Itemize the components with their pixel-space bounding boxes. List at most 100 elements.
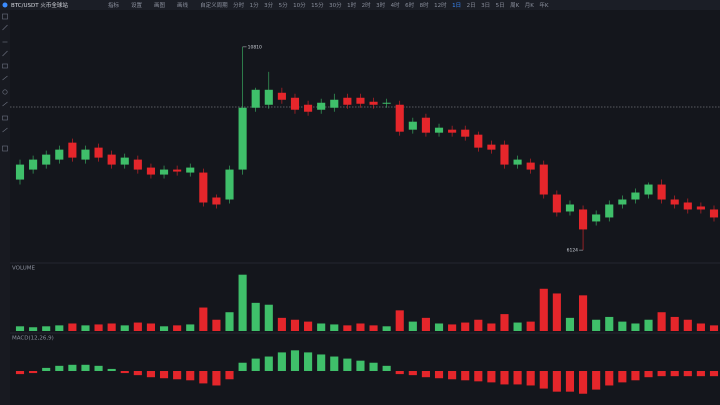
volume-bar: [709, 325, 719, 331]
candle-body: [264, 89, 273, 105]
macd-bar: [382, 365, 391, 371]
period-button[interactable]: 10分: [293, 1, 306, 9]
period-button[interactable]: 月K: [525, 2, 535, 9]
toolbar-button[interactable]: 画图: [154, 1, 166, 9]
period-button[interactable]: 1分: [250, 1, 259, 9]
toolbar-bg: [0, 0, 720, 10]
period-button[interactable]: 3分: [264, 1, 273, 9]
macd-bar: [487, 371, 496, 383]
candle-body: [513, 159, 522, 165]
volume-bar: [578, 295, 588, 331]
icon[interactable]: [2, 13, 8, 20]
high-label: 10810: [248, 44, 262, 50]
macd-bar: [657, 371, 666, 377]
macd-bar: [408, 371, 417, 376]
period-button[interactable]: 8时: [420, 1, 429, 9]
volume-bar: [434, 323, 444, 331]
volume-bar: [68, 323, 77, 331]
toolbar-button[interactable]: 设置: [131, 1, 143, 9]
volume-bar: [605, 316, 614, 331]
macd-bar: [304, 352, 313, 371]
icon[interactable]: [2, 50, 8, 57]
volume-bar: [133, 322, 142, 331]
macd-bar: [290, 350, 300, 371]
candle-body: [173, 169, 182, 172]
icon[interactable]: [2, 115, 8, 121]
macd-bar: [199, 371, 208, 384]
candle-body: [448, 129, 457, 133]
volume-bar: [356, 323, 365, 331]
period-button[interactable]: 5分: [279, 1, 288, 9]
candle-body: [670, 199, 679, 205]
macd-bar: [565, 371, 575, 392]
candle-body: [81, 149, 90, 160]
candle-body: [408, 121, 417, 130]
candle-body: [199, 172, 208, 203]
icon[interactable]: [2, 63, 8, 69]
icon[interactable]: [2, 127, 8, 133]
candle-body: [120, 157, 129, 165]
period-button[interactable]: 6时: [405, 1, 414, 9]
icon[interactable]: [2, 101, 8, 107]
period-button[interactable]: 5日: [496, 2, 505, 9]
icon[interactable]: [2, 145, 8, 152]
volume-bar: [448, 324, 457, 331]
candle-body: [474, 134, 483, 148]
period-button[interactable]: 年K: [539, 1, 549, 9]
macd-bar: [578, 371, 588, 394]
period-button[interactable]: 周K: [510, 2, 520, 9]
period-button[interactable]: 自定义周期: [200, 1, 228, 9]
volume-bar: [421, 317, 430, 331]
volume-title: VOLUME: [12, 266, 36, 272]
period-button[interactable]: 3时: [376, 1, 385, 9]
candle-body: [644, 184, 653, 195]
icon[interactable]: [2, 89, 8, 95]
volume-bar: [513, 322, 522, 331]
macd-bar: [592, 371, 601, 390]
macd-bar: [159, 371, 169, 379]
period-button[interactable]: 4时: [391, 1, 400, 9]
candle-body: [304, 104, 313, 112]
volume-bar: [565, 317, 575, 331]
candle-body: [709, 209, 719, 218]
volume-bar: [212, 319, 221, 331]
candle-body: [107, 154, 116, 165]
period-button[interactable]: 30分: [329, 1, 342, 9]
period-button[interactable]: 15分: [311, 1, 324, 9]
candle-body: [238, 107, 247, 170]
macd-title: MACD(12,26,9): [12, 336, 54, 342]
macd-bar: [277, 352, 286, 371]
candle-body: [94, 147, 103, 158]
period-button[interactable]: 12时: [434, 1, 447, 9]
candle-body: [421, 117, 430, 133]
macd-bar: [264, 356, 273, 371]
period-button[interactable]: 分时: [233, 1, 245, 9]
volume-bar: [251, 302, 260, 331]
candle-body: [133, 159, 142, 170]
volume-bar: [526, 321, 535, 331]
toolbar-button[interactable]: 画线: [177, 1, 189, 9]
candle-body: [159, 169, 169, 175]
candle-body: [356, 97, 365, 104]
toolbar-button[interactable]: 指标: [108, 1, 120, 9]
macd-bar: [605, 371, 614, 386]
macd-bar: [421, 371, 430, 378]
macd-bar: [94, 365, 103, 371]
icon[interactable]: [2, 24, 8, 31]
macd-bar: [644, 371, 653, 378]
macd-bar: [369, 362, 378, 371]
period-button[interactable]: 1日: [452, 2, 461, 9]
candle-body: [225, 169, 234, 200]
macd-bar: [474, 371, 483, 382]
macd-bar: [55, 365, 64, 371]
low-label: 6124: [567, 248, 579, 254]
period-button[interactable]: 2日: [467, 2, 476, 9]
volume-bar: [683, 319, 692, 331]
period-button[interactable]: 2时: [362, 1, 371, 9]
period-button[interactable]: 1时: [347, 1, 356, 9]
period-button[interactable]: 3日: [481, 2, 490, 9]
candle-body: [146, 167, 156, 175]
volume-bar: [29, 327, 38, 331]
icon[interactable]: [2, 75, 8, 81]
volume-bar: [552, 293, 561, 331]
